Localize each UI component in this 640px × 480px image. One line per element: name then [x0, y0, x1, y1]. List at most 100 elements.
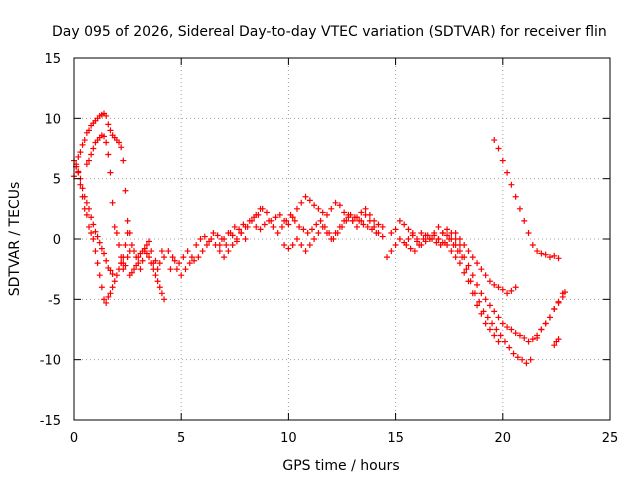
- chart-title: Day 095 of 2026, Sidereal Day-to-day VTE…: [52, 24, 607, 40]
- data-point: [75, 153, 82, 160]
- data-point: [143, 250, 150, 257]
- y-tick-label: 10: [44, 112, 61, 127]
- data-point: [259, 205, 266, 212]
- data-point: [444, 226, 451, 233]
- data-point: [384, 254, 391, 261]
- data-point: [474, 260, 481, 267]
- data-point: [538, 250, 545, 257]
- data-point: [90, 236, 97, 242]
- data-point: [161, 254, 168, 261]
- data-point: [107, 169, 114, 176]
- data-point: [141, 245, 148, 252]
- data-point: [158, 248, 165, 255]
- data-point: [101, 296, 108, 303]
- data-point: [497, 332, 504, 339]
- data-point: [551, 342, 558, 349]
- data-point: [471, 290, 478, 297]
- y-tick-label: -10: [40, 354, 61, 369]
- data-point: [336, 202, 343, 209]
- series-s13: [384, 232, 502, 345]
- data-point: [94, 233, 101, 240]
- y-tick-label: -15: [40, 414, 61, 429]
- data-point: [107, 290, 114, 297]
- data-point: [510, 350, 517, 357]
- data-point: [289, 242, 296, 249]
- data-point: [293, 205, 300, 212]
- y-tick-label: 0: [53, 233, 61, 248]
- data-point: [276, 211, 283, 218]
- data-point: [542, 320, 549, 327]
- data-point: [362, 211, 369, 218]
- data-point: [491, 281, 498, 288]
- data-point: [519, 356, 526, 363]
- data-point: [313, 221, 320, 228]
- data-point: [469, 254, 476, 261]
- data-point: [266, 217, 273, 224]
- data-point: [255, 211, 262, 218]
- data-point: [328, 205, 335, 212]
- data-point: [534, 248, 541, 255]
- data-point: [478, 266, 485, 273]
- data-point: [525, 229, 532, 236]
- data-point: [546, 254, 553, 261]
- data-point: [486, 278, 493, 285]
- data-point: [448, 236, 455, 242]
- data-point: [270, 223, 277, 230]
- data-point: [315, 205, 322, 212]
- x-tick-label: 25: [602, 431, 619, 446]
- data-point: [156, 284, 163, 291]
- series-s11: [281, 211, 386, 255]
- x-axis-title: GPS time / hours: [282, 458, 399, 474]
- data-point: [529, 242, 536, 249]
- data-point: [272, 214, 279, 221]
- data-point: [431, 232, 438, 239]
- y-tick-label: 15: [44, 52, 61, 67]
- data-point: [111, 223, 118, 230]
- grid-lines: [73, 57, 611, 421]
- data-point: [542, 251, 549, 258]
- data-point: [86, 127, 93, 134]
- data-point: [103, 299, 110, 306]
- data-point: [92, 248, 99, 255]
- data-point: [216, 242, 223, 249]
- data-point: [146, 254, 153, 261]
- data-point: [516, 205, 523, 212]
- data-point: [476, 298, 483, 305]
- series-s9: [216, 193, 386, 249]
- data-point: [103, 139, 110, 146]
- data-point: [508, 181, 515, 188]
- data-point: [493, 326, 500, 333]
- data-point: [379, 233, 386, 240]
- data-point: [349, 217, 356, 224]
- data-point: [414, 238, 421, 245]
- data-point: [489, 320, 496, 327]
- data-point: [90, 145, 97, 152]
- data-point: [197, 236, 204, 242]
- data-point: [508, 287, 515, 294]
- data-point: [512, 284, 519, 291]
- data-point: [508, 326, 515, 333]
- data-point: [238, 229, 245, 236]
- data-point: [79, 185, 86, 192]
- data-point: [323, 211, 330, 218]
- data-points: [71, 110, 568, 367]
- data-point: [171, 257, 178, 264]
- data-point: [482, 296, 489, 303]
- data-point: [435, 223, 442, 230]
- data-point: [474, 302, 481, 309]
- data-point: [221, 254, 228, 261]
- data-point: [148, 248, 155, 255]
- series-s2: [71, 157, 131, 306]
- data-point: [491, 332, 498, 339]
- data-point: [201, 233, 208, 240]
- data-point: [512, 193, 519, 200]
- data-point: [437, 242, 444, 249]
- data-point: [420, 236, 427, 242]
- data-point: [101, 250, 108, 257]
- data-point: [504, 324, 511, 331]
- data-point: [360, 221, 367, 228]
- data-point: [366, 217, 373, 224]
- data-point: [504, 169, 511, 176]
- data-point: [229, 242, 236, 249]
- data-point: [193, 242, 200, 249]
